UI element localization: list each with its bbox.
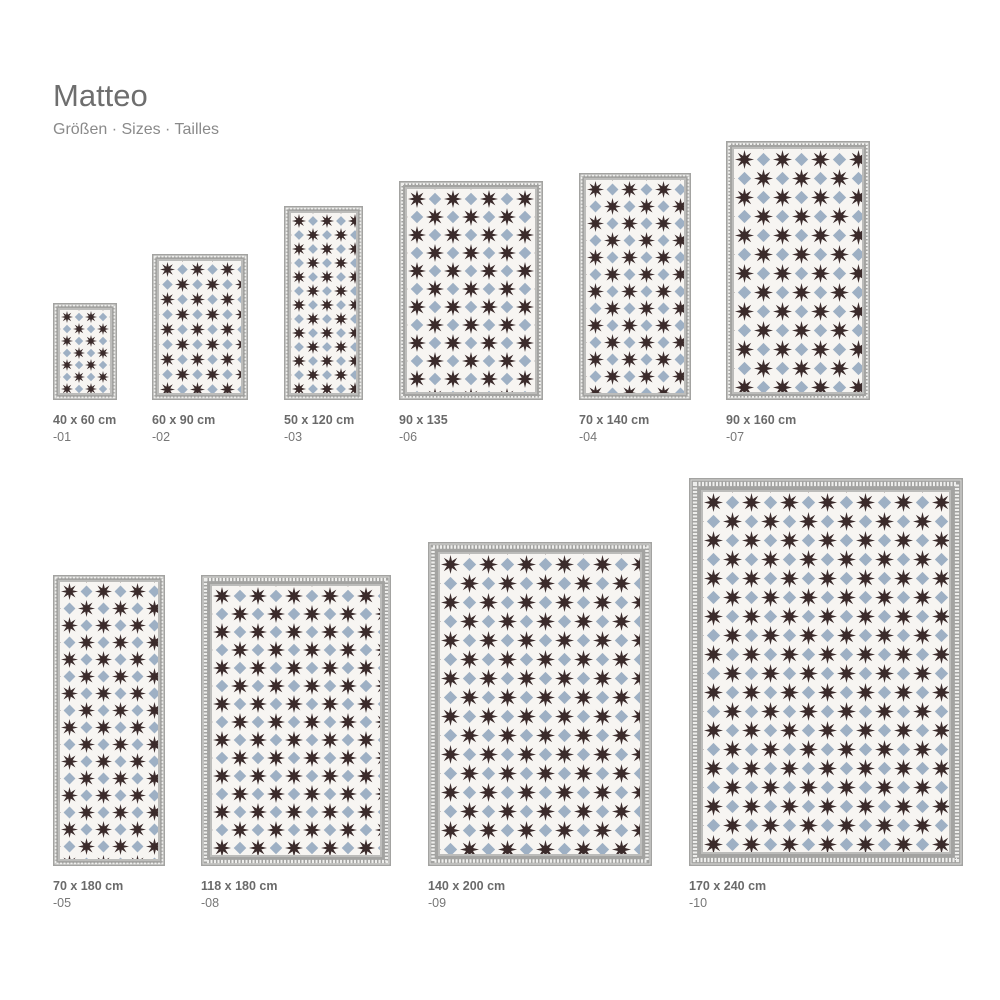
rug-size: 70 x 180 cm bbox=[53, 879, 124, 893]
rug-image bbox=[428, 542, 652, 866]
rug-code: -06 bbox=[399, 430, 418, 444]
rug-size: 60 x 90 cm bbox=[152, 413, 216, 427]
rug-size: 90 x 135 bbox=[399, 413, 448, 427]
rug-code: -04 bbox=[579, 430, 598, 444]
rug-image bbox=[152, 254, 248, 400]
rug-code: -03 bbox=[284, 430, 303, 444]
rug-image bbox=[201, 575, 391, 866]
rug-label: 90 x 135 -06 bbox=[399, 412, 448, 446]
rug-code: -07 bbox=[726, 430, 745, 444]
rug-code: -02 bbox=[152, 430, 171, 444]
rug-image bbox=[726, 141, 870, 400]
rug-code: -09 bbox=[428, 896, 447, 910]
rug-label: 118 x 180 cm -08 bbox=[201, 878, 277, 912]
rug-size: 40 x 60 cm bbox=[53, 413, 117, 427]
rug-image bbox=[689, 478, 963, 866]
rug-image bbox=[53, 575, 165, 866]
rug-image bbox=[284, 206, 363, 400]
rug-image bbox=[579, 173, 691, 400]
rug-code: -05 bbox=[53, 896, 72, 910]
rug-label: 70 x 140 cm -04 bbox=[579, 412, 649, 446]
rug-label: 60 x 90 cm -02 bbox=[152, 412, 215, 446]
rug-label: 170 x 240 cm -10 bbox=[689, 878, 766, 912]
rug-label: 40 x 60 cm -01 bbox=[53, 412, 116, 446]
rug-code: -10 bbox=[689, 896, 708, 910]
rug-size: 140 x 200 cm bbox=[428, 879, 506, 893]
rug-code: -01 bbox=[53, 430, 72, 444]
rug-size: 70 x 140 cm bbox=[579, 413, 650, 427]
rug-code: -08 bbox=[201, 896, 220, 910]
page-subtitle: Größen · Sizes · Tailles bbox=[53, 121, 219, 138]
rug-label: 50 x 120 cm -03 bbox=[284, 412, 354, 446]
page-title: Matteo bbox=[53, 78, 148, 113]
rug-image bbox=[53, 303, 117, 400]
rug-size: 170 x 240 cm bbox=[689, 879, 767, 893]
rug-label: 90 x 160 cm -07 bbox=[726, 412, 796, 446]
rug-image bbox=[399, 181, 543, 400]
rug-label: 70 x 180 cm -05 bbox=[53, 878, 123, 912]
rug-label: 140 x 200 cm -09 bbox=[428, 878, 505, 912]
rug-size: 90 x 160 cm bbox=[726, 413, 797, 427]
rug-size: 50 x 120 cm bbox=[284, 413, 355, 427]
rug-size: 118 x 180 cm bbox=[201, 879, 278, 893]
